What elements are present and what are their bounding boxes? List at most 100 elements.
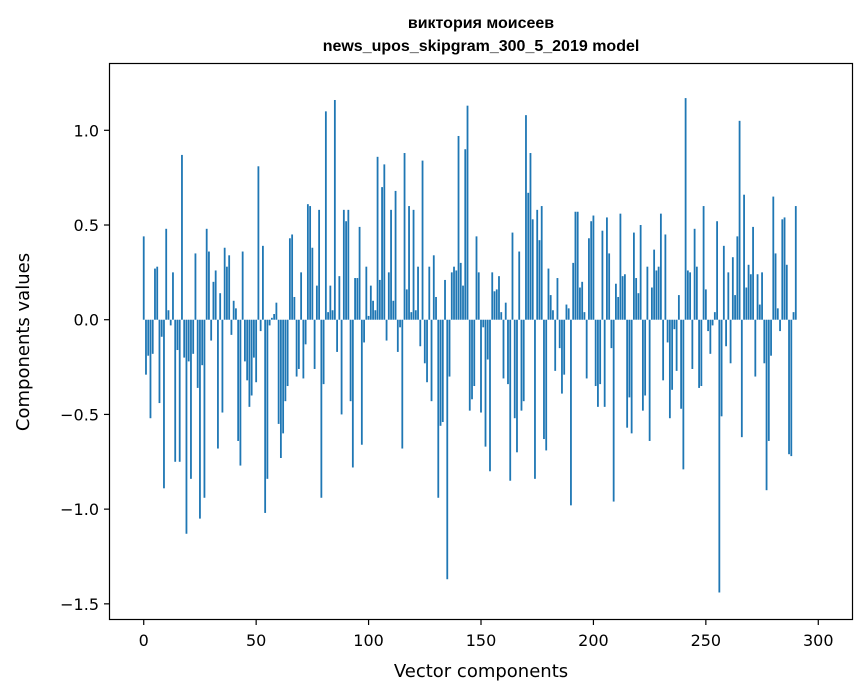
bar	[378, 279, 381, 320]
bar	[412, 209, 415, 320]
bar	[540, 206, 543, 320]
bar	[262, 245, 264, 320]
bar	[421, 160, 424, 320]
bar	[664, 234, 667, 320]
bar	[543, 319, 545, 440]
chart-title: виктория моисеев news_upos_skipgram_300_…	[323, 15, 640, 55]
bar	[677, 295, 680, 320]
bar	[351, 319, 354, 468]
bar	[516, 319, 518, 453]
x-tick-label: 250	[691, 631, 722, 650]
bar	[785, 264, 788, 320]
bar	[648, 319, 651, 441]
bar	[747, 264, 750, 320]
bar	[655, 270, 658, 320]
bar	[282, 319, 285, 434]
bar	[702, 206, 705, 320]
bar	[619, 213, 622, 320]
bar	[396, 319, 399, 352]
bar	[423, 319, 426, 364]
bar	[444, 279, 446, 320]
bar	[250, 319, 253, 396]
bar	[356, 278, 359, 320]
bar	[455, 270, 458, 320]
bar	[626, 319, 629, 428]
bar	[684, 98, 687, 320]
bar	[740, 319, 743, 438]
bar	[601, 230, 604, 320]
bar	[333, 99, 336, 320]
bar	[295, 319, 298, 377]
bar	[567, 308, 570, 320]
bar	[248, 319, 251, 407]
y-tick-label: 1.0	[74, 121, 99, 140]
bar	[549, 295, 552, 320]
bar	[615, 283, 617, 320]
bar	[414, 310, 417, 320]
bar	[302, 319, 305, 379]
bar	[794, 206, 797, 320]
bar	[448, 319, 451, 377]
bar	[527, 192, 530, 320]
bar	[169, 319, 172, 326]
bar	[482, 319, 485, 328]
bar	[698, 319, 700, 388]
chart-title-line-1: виктория моисеев	[408, 15, 554, 32]
bar	[446, 319, 449, 580]
bar	[255, 319, 258, 383]
bar	[686, 270, 689, 320]
bar	[731, 257, 734, 320]
bar	[275, 302, 278, 320]
bar	[345, 221, 347, 320]
bar	[304, 319, 307, 345]
bar	[628, 319, 631, 398]
bar	[311, 247, 314, 320]
bar	[428, 266, 431, 320]
bar	[437, 319, 440, 498]
bar	[630, 319, 633, 434]
bar	[657, 266, 660, 320]
bar	[199, 319, 201, 519]
bar	[338, 276, 341, 320]
bar	[192, 319, 195, 354]
y-tick-label: −1.5	[60, 595, 99, 614]
bar	[599, 319, 602, 385]
bar	[500, 312, 503, 320]
bar	[504, 302, 507, 320]
bar	[480, 319, 482, 413]
bar	[322, 319, 325, 385]
bar	[693, 228, 696, 320]
bar	[266, 319, 269, 479]
bar	[486, 319, 489, 360]
bar	[644, 319, 647, 396]
bar	[390, 209, 392, 320]
bar	[743, 194, 745, 320]
bar	[228, 255, 231, 320]
bar	[468, 319, 471, 411]
x-tick-label: 200	[578, 631, 609, 650]
bar	[592, 215, 595, 320]
bar	[552, 310, 554, 320]
bar	[151, 319, 154, 354]
bar	[464, 149, 467, 320]
bar	[419, 319, 422, 347]
bar	[617, 296, 620, 320]
bar	[232, 300, 235, 320]
bar	[673, 319, 676, 330]
bar	[246, 319, 249, 381]
bar	[572, 262, 575, 320]
bar	[363, 319, 365, 343]
bar	[410, 312, 413, 320]
bar	[142, 236, 145, 320]
bar	[718, 319, 721, 593]
y-tick-label: 0.0	[74, 311, 99, 330]
bar	[156, 266, 159, 320]
bar	[194, 253, 197, 320]
bar	[554, 319, 557, 371]
bar	[756, 274, 759, 320]
bar	[603, 319, 606, 407]
bar	[426, 319, 428, 383]
bar	[264, 319, 267, 513]
bar	[491, 272, 494, 320]
